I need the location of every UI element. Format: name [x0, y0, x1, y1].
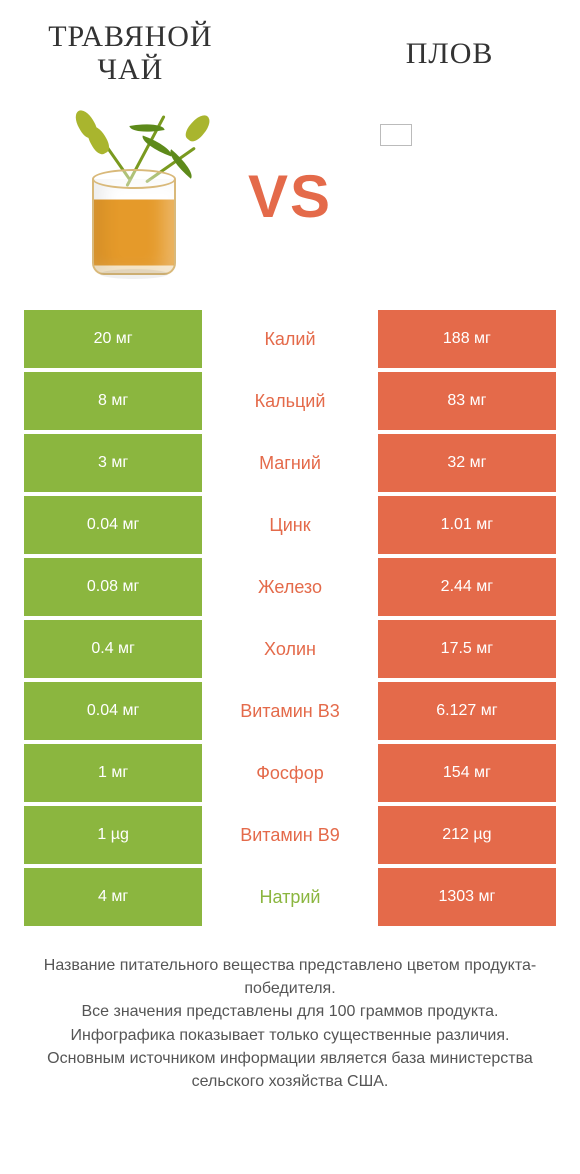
cell-right-value: 1.01 мг	[378, 496, 556, 554]
cell-nutrient-label: Витамин B3	[202, 682, 378, 740]
table-row: 0.08 мгЖелезо2.44 мг	[24, 558, 556, 616]
cell-left-value: 0.08 мг	[24, 558, 202, 616]
food-image-right	[296, 124, 496, 146]
cell-right-value: 212 µg	[378, 806, 556, 864]
cell-left-value: 0.04 мг	[24, 496, 202, 554]
table-row: 0.4 мгХолин17.5 мг	[24, 620, 556, 678]
food-image-left	[34, 111, 234, 281]
table-row: 1 µgВитамин B9212 µg	[24, 806, 556, 864]
cell-left-value: 3 мг	[24, 434, 202, 492]
footer-notes: Название питательного вещества представл…	[24, 954, 556, 1093]
cell-left-value: 0.04 мг	[24, 682, 202, 740]
title-left: ТРАВЯНОЙ ЧАЙ	[24, 20, 237, 86]
table-row: 8 мгКальций83 мг	[24, 372, 556, 430]
table-row: 1 мгФосфор154 мг	[24, 744, 556, 802]
header: ТРАВЯНОЙ ЧАЙ ПЛОВ	[24, 20, 556, 86]
cell-right-value: 17.5 мг	[378, 620, 556, 678]
cell-nutrient-label: Калий	[202, 310, 378, 368]
cell-right-value: 2.44 мг	[378, 558, 556, 616]
footer-line: Инфографика показывает только существенн…	[30, 1024, 550, 1047]
title-left-line1: ТРАВЯНОЙ	[48, 20, 212, 53]
cell-right-value: 32 мг	[378, 434, 556, 492]
table-row: 0.04 мгВитамин B36.127 мг	[24, 682, 556, 740]
table-row: 20 мгКалий188 мг	[24, 310, 556, 368]
cell-right-value: 1303 мг	[378, 868, 556, 926]
title-left-line2: ЧАЙ	[97, 53, 163, 86]
cell-nutrient-label: Витамин B9	[202, 806, 378, 864]
footer-line: Основным источником информации является …	[30, 1047, 550, 1093]
cell-nutrient-label: Холин	[202, 620, 378, 678]
footer-line: Название питательного вещества представл…	[30, 954, 550, 1000]
cell-right-value: 6.127 мг	[378, 682, 556, 740]
cell-left-value: 8 мг	[24, 372, 202, 430]
cell-left-value: 1 µg	[24, 806, 202, 864]
cell-nutrient-label: Цинк	[202, 496, 378, 554]
cell-left-value: 1 мг	[24, 744, 202, 802]
cell-nutrient-label: Магний	[202, 434, 378, 492]
footer-line: Все значения представлены для 100 граммо…	[30, 1000, 550, 1023]
placeholder-icon	[380, 124, 412, 146]
cell-left-value: 20 мг	[24, 310, 202, 368]
nutrient-table: 20 мгКалий188 мг8 мгКальций83 мг3 мгМагн…	[24, 310, 556, 926]
cell-nutrient-label: Фосфор	[202, 744, 378, 802]
table-row: 4 мгНатрий1303 мг	[24, 868, 556, 926]
cell-nutrient-label: Натрий	[202, 868, 378, 926]
cell-nutrient-label: Кальций	[202, 372, 378, 430]
vs-label: VS	[248, 162, 332, 231]
table-row: 0.04 мгЦинк1.01 мг	[24, 496, 556, 554]
infographic-container: ТРАВЯНОЙ ЧАЙ ПЛОВ VS 20 мгКалий188 мг	[0, 0, 580, 1174]
table-row: 3 мгМагний32 мг	[24, 434, 556, 492]
herbal-tea-icon	[44, 111, 224, 281]
cell-left-value: 4 мг	[24, 868, 202, 926]
cell-right-value: 188 мг	[378, 310, 556, 368]
cell-right-value: 83 мг	[378, 372, 556, 430]
cell-right-value: 154 мг	[378, 744, 556, 802]
title-right: ПЛОВ	[343, 37, 556, 70]
vs-row: VS	[24, 106, 556, 286]
cell-left-value: 0.4 мг	[24, 620, 202, 678]
cell-nutrient-label: Железо	[202, 558, 378, 616]
